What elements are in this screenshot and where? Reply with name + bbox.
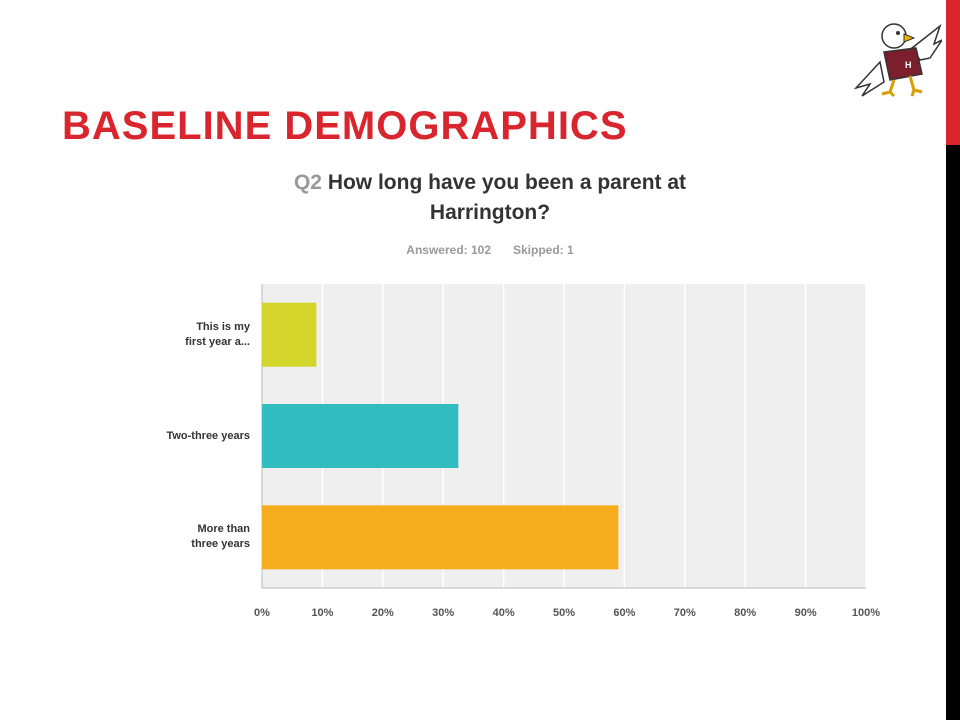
accent-bar-black (946, 145, 960, 720)
x-tick-label: 60% (613, 607, 635, 619)
slide-title: BASELINE DEMOGRAPHICS (62, 104, 628, 148)
question-text-line2: Harrington? (429, 201, 551, 224)
x-tick-label: 70% (674, 607, 696, 619)
x-tick-label: 30% (432, 607, 454, 619)
x-tick-label: 20% (372, 607, 394, 619)
chart-title: Q2 How long have you been a parent at Ha… (250, 168, 730, 228)
accent-bar-red (946, 0, 960, 145)
x-tick-label: 40% (493, 607, 515, 619)
category-label: Two-three years (166, 429, 250, 442)
eagle-mascot-icon: H (853, 23, 942, 98)
category-label: This is my first year a... (185, 320, 250, 348)
svg-text:H: H (905, 60, 912, 70)
bar (262, 302, 317, 367)
x-tick-label: 90% (795, 607, 817, 619)
x-tick-label: 50% (553, 607, 575, 619)
x-tick-label: 100% (852, 607, 880, 619)
x-tick-label: 0% (254, 607, 270, 619)
bar (262, 505, 619, 570)
question-number: Q2 (293, 171, 322, 194)
question-text-line1: How long have you been a parent at (327, 171, 687, 194)
response-stats: Answered: 102 Skipped: 1 (250, 243, 730, 257)
category-label: More than three years (191, 523, 250, 551)
skipped-count: Skipped: 1 (513, 243, 574, 257)
x-tick-label: 10% (311, 607, 333, 619)
x-tick-label: 80% (734, 607, 756, 619)
bar (262, 404, 459, 468)
answered-count: Answered: 102 (406, 243, 491, 257)
